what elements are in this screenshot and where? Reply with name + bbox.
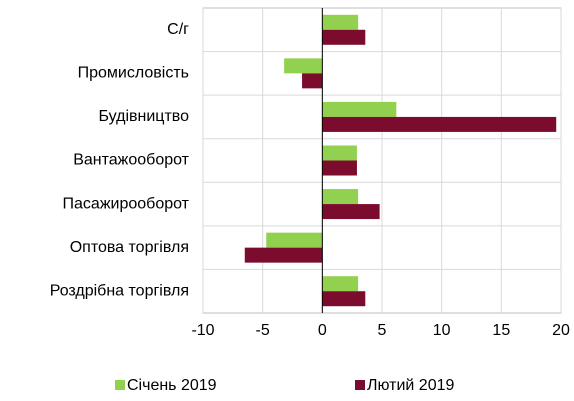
y-tick-label: С/г <box>167 21 189 38</box>
legend-label: Січень 2019 <box>127 377 217 394</box>
bar <box>322 291 366 307</box>
x-tick-label: 0 <box>318 322 327 339</box>
bar <box>266 232 323 248</box>
bar <box>322 145 357 161</box>
x-tick-label: 10 <box>433 322 451 339</box>
bar <box>322 14 359 30</box>
y-tick-label: Промисловість <box>78 65 189 82</box>
bar <box>322 160 357 176</box>
legend-swatch <box>115 380 125 390</box>
bar <box>322 204 380 220</box>
bar <box>322 116 557 132</box>
y-tick-label: Вантажооборот <box>73 152 189 169</box>
y-tick-label: Роздрібна торгівля <box>50 282 189 299</box>
y-tick-label: Пасажирооборот <box>63 195 190 212</box>
y-tick-label: Будівництво <box>99 108 190 125</box>
bar <box>302 73 323 89</box>
legend-swatch <box>355 380 365 390</box>
bar <box>322 189 359 205</box>
x-tick-label: 15 <box>492 322 510 339</box>
legend-label: Лютий 2019 <box>367 377 454 394</box>
bar <box>244 247 323 263</box>
x-tick-label: -10 <box>191 322 214 339</box>
x-tick-label: 5 <box>378 322 387 339</box>
bar <box>322 101 397 117</box>
y-tick-label: Оптова торгівля <box>70 239 189 256</box>
x-tick-label: -5 <box>256 322 270 339</box>
x-tick-label: 20 <box>552 322 570 339</box>
bar <box>322 276 359 292</box>
bar <box>284 58 323 74</box>
bar <box>322 29 366 45</box>
